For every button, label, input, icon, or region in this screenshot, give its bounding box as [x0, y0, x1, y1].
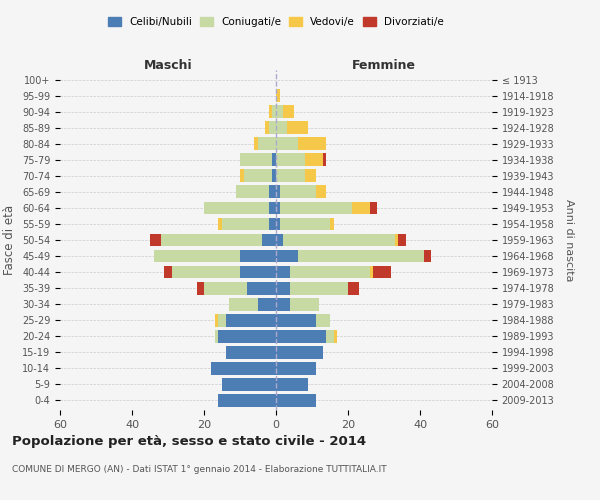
Bar	[290, 282, 348, 294]
Bar	[222, 218, 269, 230]
Bar	[283, 106, 294, 118]
Bar	[204, 282, 247, 294]
Bar	[229, 298, 258, 310]
Bar	[276, 218, 280, 230]
Bar	[218, 330, 276, 342]
Bar	[398, 234, 406, 246]
Bar	[276, 266, 290, 278]
Bar	[370, 266, 373, 278]
Bar	[316, 314, 330, 326]
Bar	[276, 394, 316, 407]
Bar	[280, 186, 316, 198]
Bar	[240, 154, 272, 166]
Bar	[280, 202, 352, 214]
Bar	[395, 234, 398, 246]
Bar	[276, 234, 283, 246]
Bar	[280, 218, 330, 230]
Bar	[204, 202, 269, 214]
Text: Maschi: Maschi	[143, 58, 193, 71]
Bar	[254, 138, 258, 150]
Bar	[276, 314, 316, 326]
Bar	[262, 234, 276, 246]
Bar	[150, 234, 161, 246]
Bar	[240, 250, 276, 262]
Text: Popolazione per età, sesso e stato civile - 2014: Popolazione per età, sesso e stato civil…	[12, 435, 366, 448]
Bar	[305, 170, 316, 182]
Bar	[240, 170, 244, 182]
Bar	[283, 234, 395, 246]
Bar	[290, 298, 319, 310]
Bar	[258, 138, 276, 150]
Text: COMUNE DI MERGO (AN) - Dati ISTAT 1° gennaio 2014 - Elaborazione TUTTITALIA.IT: COMUNE DI MERGO (AN) - Dati ISTAT 1° gen…	[12, 465, 386, 474]
Bar	[348, 282, 359, 294]
Bar	[269, 218, 276, 230]
Bar	[370, 202, 377, 214]
Bar	[287, 122, 308, 134]
Bar	[323, 154, 326, 166]
Bar	[276, 170, 305, 182]
Legend: Celibi/Nubili, Coniugati/e, Vedovi/e, Divorziati/e: Celibi/Nubili, Coniugati/e, Vedovi/e, Di…	[104, 12, 448, 32]
Y-axis label: Fasce di età: Fasce di età	[4, 205, 16, 275]
Bar	[276, 378, 308, 391]
Bar	[222, 378, 276, 391]
Text: Femmine: Femmine	[352, 58, 416, 71]
Bar	[269, 202, 276, 214]
Bar	[218, 394, 276, 407]
Bar	[334, 330, 337, 342]
Bar	[316, 186, 326, 198]
Bar	[272, 106, 276, 118]
Bar	[244, 170, 272, 182]
Bar	[424, 250, 431, 262]
Bar	[305, 154, 323, 166]
Bar	[164, 266, 172, 278]
Bar	[226, 314, 276, 326]
Bar	[352, 202, 370, 214]
Bar	[298, 250, 424, 262]
Bar	[276, 89, 280, 102]
Y-axis label: Anni di nascita: Anni di nascita	[564, 198, 574, 281]
Bar	[247, 282, 276, 294]
Bar	[226, 346, 276, 358]
Bar	[290, 266, 370, 278]
Bar	[269, 122, 276, 134]
Bar	[276, 106, 283, 118]
Bar	[276, 138, 298, 150]
Bar	[218, 314, 226, 326]
Bar	[276, 122, 287, 134]
Bar	[276, 330, 326, 342]
Bar	[211, 362, 276, 374]
Bar	[326, 330, 334, 342]
Bar	[161, 234, 262, 246]
Bar	[272, 170, 276, 182]
Bar	[197, 282, 204, 294]
Bar	[373, 266, 391, 278]
Bar	[276, 298, 290, 310]
Bar	[272, 154, 276, 166]
Bar	[276, 250, 298, 262]
Bar	[276, 282, 290, 294]
Bar	[265, 122, 269, 134]
Bar	[258, 298, 276, 310]
Bar	[172, 266, 240, 278]
Bar	[236, 186, 269, 198]
Bar	[276, 346, 323, 358]
Bar	[218, 218, 222, 230]
Bar	[269, 106, 272, 118]
Bar	[240, 266, 276, 278]
Bar	[154, 250, 240, 262]
Bar	[215, 330, 218, 342]
Bar	[276, 154, 305, 166]
Bar	[269, 186, 276, 198]
Bar	[276, 202, 280, 214]
Bar	[330, 218, 334, 230]
Bar	[276, 186, 280, 198]
Bar	[276, 362, 316, 374]
Bar	[298, 138, 326, 150]
Bar	[215, 314, 218, 326]
